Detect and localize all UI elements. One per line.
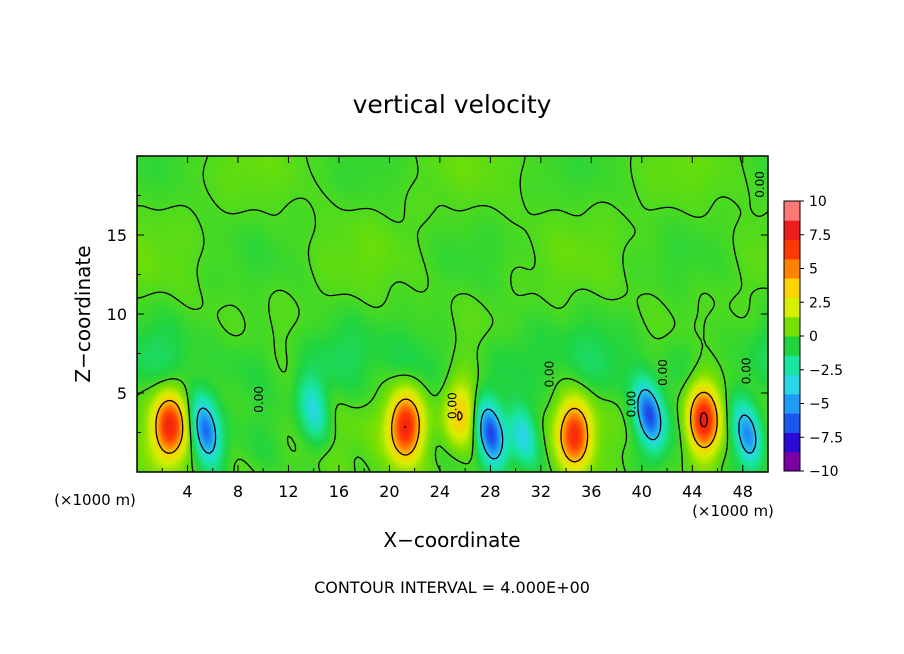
colorbar-swatch (784, 451, 800, 472)
plot-area: 0.00 0.00 0.00 0.00 0.00 0.00 0.00 (137, 156, 768, 472)
x-tick-label: 44 (682, 482, 702, 501)
x-tick-label: 36 (581, 482, 601, 501)
contour-label: 0.00 (624, 391, 638, 418)
x-tick-label: 4 (182, 482, 192, 501)
colorbar-tick-label: 7.5 (809, 228, 831, 244)
colorbar-swatch (784, 201, 800, 221)
contour-pos4 (155, 391, 718, 463)
x-tick-label: 40 (632, 482, 652, 501)
contour-label: 0.00 (542, 361, 556, 388)
contour-zero (137, 156, 768, 472)
colorbar-swatch (784, 432, 800, 453)
colorbar-tick-label: −2.5 (809, 363, 843, 379)
contour-label: 0.00 (656, 359, 670, 386)
colorbar-swatch (784, 258, 800, 279)
colorbar-swatch (784, 336, 800, 356)
colorbar-tick-label: 0 (809, 329, 818, 345)
colorbar-swatch (784, 239, 800, 260)
y-tick-label: 10 (107, 305, 127, 324)
colorbar-tick-label: 2.5 (809, 295, 831, 311)
y-tick-label: 5 (117, 384, 127, 403)
y-axis-label: Z−coordinate (71, 245, 95, 382)
colorbar-swatch (784, 393, 800, 414)
y-axis: 5 10 15 (107, 195, 768, 433)
chart-title: vertical velocity (353, 90, 552, 119)
colorbar-swatch (784, 413, 800, 433)
x-tick-label: 16 (329, 482, 349, 501)
colorbar-tick-label: 5 (809, 262, 818, 278)
x-unit-label-right: (×1000 m) (692, 502, 774, 520)
x-tick-label: 24 (430, 482, 450, 501)
colorbar-swatch (784, 220, 800, 241)
x-tick-label: 12 (278, 482, 298, 501)
colorbar-swatch (784, 278, 800, 298)
x-tick-label: 28 (480, 482, 500, 501)
x-tick-label: 8 (233, 482, 243, 501)
colorbar-swatch (784, 355, 800, 376)
x-tick-label: 20 (379, 482, 399, 501)
x-tick-label: 32 (531, 482, 551, 501)
y-tick-label: 15 (107, 226, 127, 245)
x-axis-label: X−coordinate (383, 528, 520, 552)
colorbar-tick-label: −5 (809, 397, 830, 413)
contour-label: 0.00 (739, 358, 753, 385)
contour-labels: 0.00 0.00 0.00 0.00 0.00 0.00 0.00 (252, 171, 767, 419)
colorbar-swatch (784, 297, 800, 318)
x-unit-label-left: (×1000 m) (54, 491, 136, 509)
contour-label: 0.00 (445, 392, 459, 419)
contour-label: 0.00 (252, 386, 266, 413)
colorbar-tick-label: 10 (809, 194, 827, 210)
colorbar-swatch (784, 374, 800, 395)
x-tick-label: 48 (733, 482, 753, 501)
colorbar-tick-label: −7.5 (809, 430, 843, 446)
colorbar-tick-label: −10 (809, 464, 839, 480)
colorbar: 10 7.5 5 2.5 0 −2.5 −5 −7.5 −10 (783, 194, 843, 480)
colorbar-swatch (784, 316, 800, 337)
contour-interval-text: CONTOUR INTERVAL = 4.000E+00 (314, 578, 590, 597)
contour-pos8 (404, 411, 708, 429)
x-axis: 4 8 12 16 20 24 28 32 36 40 44 48 (161, 156, 753, 501)
contour-label: 0.00 (753, 171, 767, 198)
contour-neg4 (196, 388, 757, 460)
contour-lines (137, 156, 768, 472)
